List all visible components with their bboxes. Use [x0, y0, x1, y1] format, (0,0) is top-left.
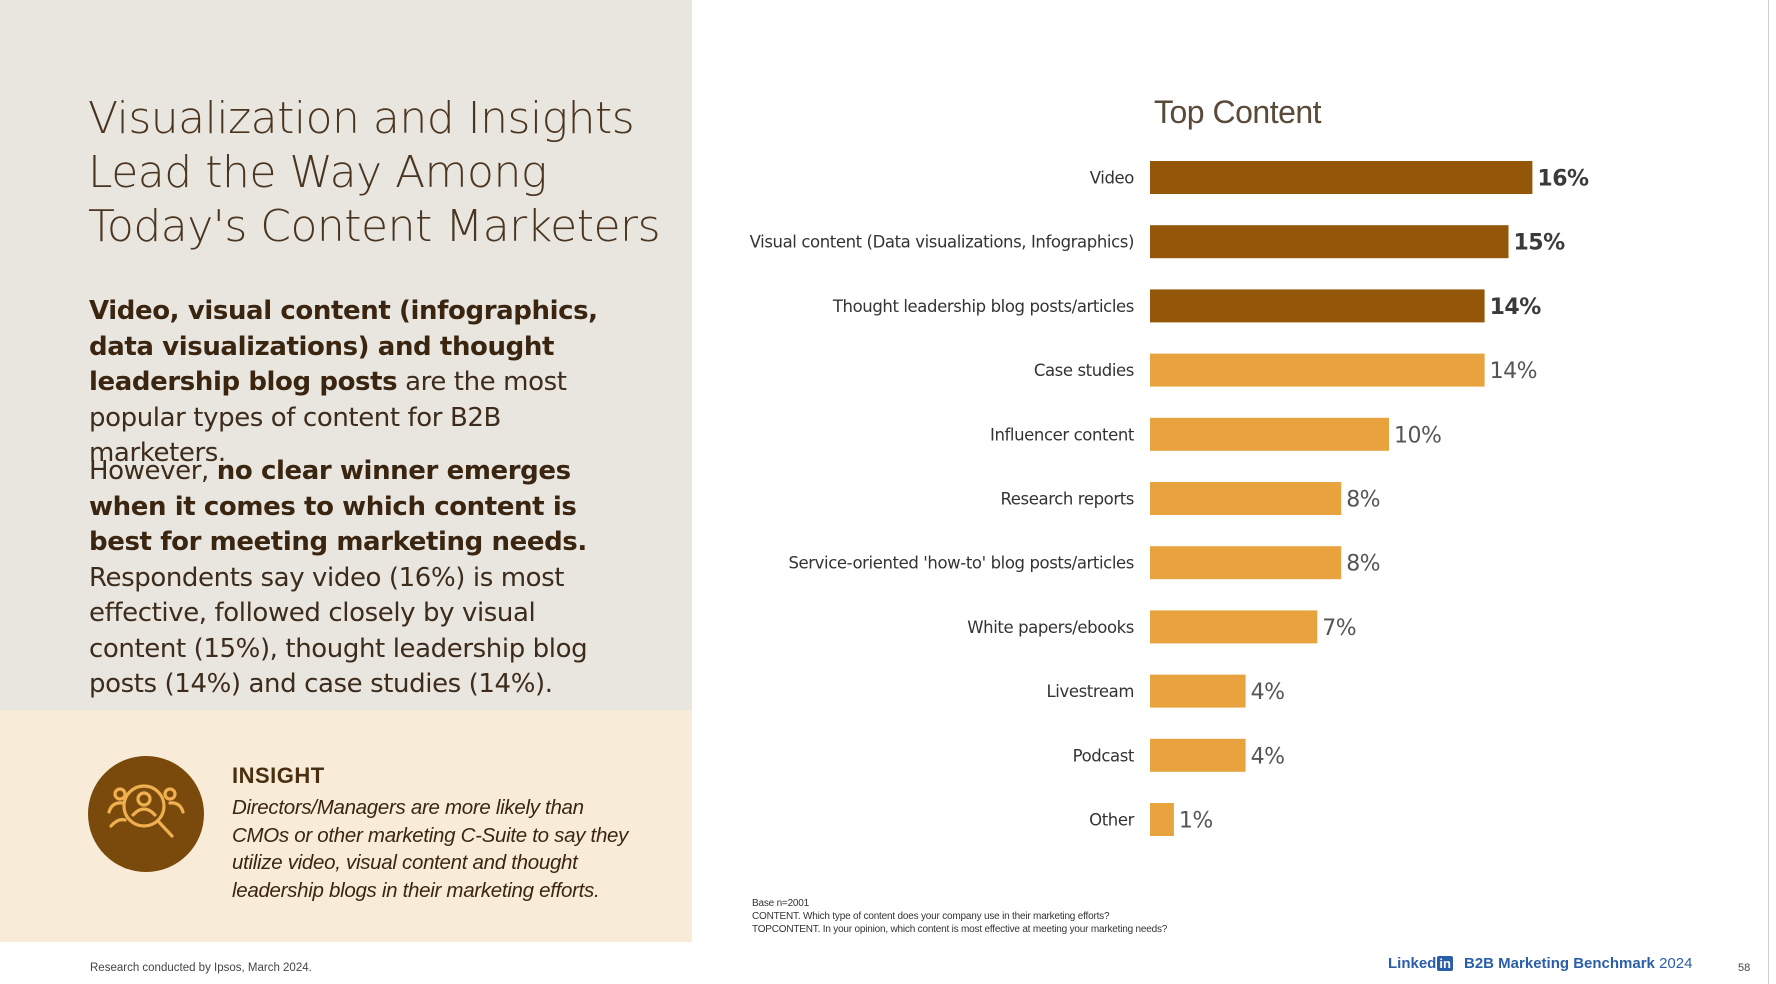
report-title: B2B Marketing Benchmark [1464, 955, 1655, 972]
top-content-bar-chart: Video 16% Visual content (Data visualizati… [750, 161, 1590, 836]
value-label: 10% [1394, 423, 1441, 448]
category-label: Service-oriented 'how-to' blog posts/art… [788, 554, 1134, 573]
value-label: 7% [1322, 616, 1356, 641]
left-panel [0, 0, 692, 710]
page-edge [1768, 0, 1769, 984]
bar [1150, 225, 1509, 259]
value-label: 4% [1251, 744, 1285, 769]
insight-icon-badge [88, 756, 204, 872]
headline-line: Visualization and Insights [88, 93, 635, 144]
people-magnifier-icon [107, 784, 185, 838]
value-label: 15% [1514, 231, 1566, 256]
bar [1150, 417, 1389, 451]
logo-word: Linked [1388, 955, 1437, 972]
summary-paragraph: Video, visual content (infographics, dat… [89, 294, 629, 472]
category-label: Case studies [1034, 361, 1134, 380]
bar [1150, 482, 1342, 515]
summary-rest: are the most popular types of content fo… [89, 367, 567, 468]
value-label: 14% [1490, 295, 1542, 320]
bar [1150, 353, 1485, 387]
survey-notes: Base n=2001 CONTENT. Which type of conte… [752, 897, 1167, 936]
category-label: Visual content (Data visualizations, Inf… [750, 233, 1134, 252]
note-line: Base n=2001 [752, 898, 810, 909]
page-number: 58 [1738, 962, 1751, 974]
headline: Visualization and Insights Lead the Way … [88, 92, 668, 254]
note-line: CONTENT. Which type of content does your… [752, 911, 1110, 922]
category-label: Livestream [1046, 682, 1134, 701]
detail-rest: Respondents say video (16%) is most effe… [89, 562, 588, 700]
category-label: Podcast [1073, 746, 1135, 765]
value-label: 4% [1251, 680, 1285, 705]
chart-title: Top Content [1154, 94, 1322, 130]
detail-paragraph: However, no clear winner emerges when it… [89, 454, 629, 703]
category-label: Influencer content [990, 425, 1135, 444]
value-label: 16% [1537, 167, 1589, 192]
bar [1150, 803, 1174, 836]
bar [1150, 610, 1318, 644]
note-line: TOPCONTENT. In your opinion, which conte… [752, 924, 1168, 935]
detail-lead: However, [89, 456, 217, 486]
value-label: 14% [1490, 359, 1537, 384]
value-label: 8% [1346, 488, 1380, 513]
value-label: 1% [1179, 809, 1213, 834]
summary-bold: Video, visual content (infographics, dat… [89, 296, 598, 397]
category-label: White papers/ebooks [967, 618, 1134, 637]
value-label: 8% [1346, 552, 1380, 577]
category-label: Thought leadership blog posts/articles [832, 297, 1134, 316]
bar [1150, 738, 1246, 772]
source-note: Research conducted by Ipsos, March 2024. [90, 962, 312, 974]
bar [1150, 546, 1342, 580]
category-label: Other [1089, 811, 1134, 830]
insight-text: Directors/Managers are more likely than … [232, 796, 629, 902]
bar [1150, 289, 1485, 323]
headline-line: Lead the Way Among [88, 147, 547, 198]
category-label: Video [1090, 169, 1135, 188]
headline-line: Today's Content Marketers [88, 201, 661, 252]
report-year: 2024 [1659, 955, 1693, 972]
insight-title: INSIGHT [232, 763, 325, 788]
logo-in: in [1437, 956, 1453, 971]
bar [1150, 674, 1246, 708]
detail-bold: no clear winner emerges when it comes to… [89, 456, 587, 557]
report-name: B2B Marketing Benchmark 2024 [1464, 955, 1692, 972]
linkedin-logo: Linked in [1388, 955, 1453, 972]
bar [1150, 161, 1533, 194]
category-label: Research reports [1000, 490, 1134, 509]
